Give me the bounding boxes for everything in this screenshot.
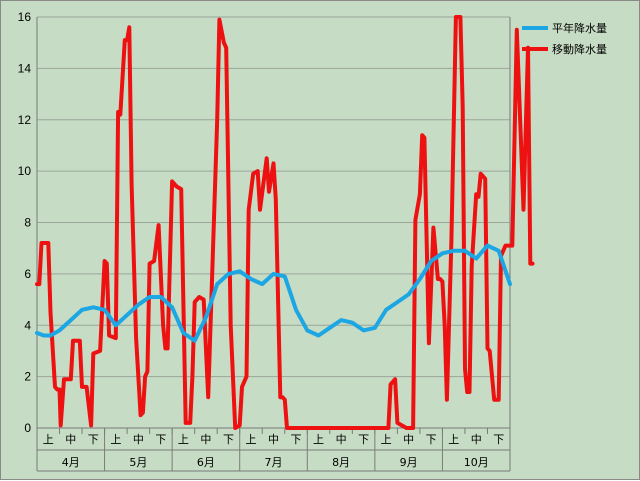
y-tick-label: 10 <box>18 164 32 178</box>
y-tick-label: 4 <box>24 318 31 332</box>
x-tick-label-period: 上 <box>43 433 54 446</box>
y-tick-label: 16 <box>18 10 32 24</box>
y-tick-label: 0 <box>24 421 31 435</box>
series-line-moving <box>35 15 535 430</box>
x-tick-label-period: 中 <box>336 433 347 446</box>
y-tick-label: 8 <box>24 216 31 230</box>
x-tick-label-period: 下 <box>426 433 437 446</box>
x-tick-label-period: 下 <box>493 433 504 446</box>
x-tick-label-period: 中 <box>268 433 279 446</box>
x-tick-label-period: 下 <box>291 433 302 446</box>
x-tick-label-period: 下 <box>88 433 99 446</box>
x-tick-label-period: 中 <box>65 433 76 446</box>
x-tick-label-month: 4月 <box>62 456 80 469</box>
axis-layer: 0246810121416上中下上中下上中下上中下上中下上中下上中下4月 5月 6月… <box>18 10 511 472</box>
x-tick-label-period: 中 <box>200 433 211 446</box>
x-tick-label-month: 5月 <box>129 456 147 469</box>
x-tick-label-month: 8月 <box>332 456 350 469</box>
x-tick-label-period: 上 <box>178 433 189 446</box>
legend-label-normal: 平年降水量 <box>552 21 607 35</box>
x-tick-label-month: 7月 <box>265 456 283 469</box>
x-tick-label-period: 下 <box>155 433 166 446</box>
series-line-normal <box>35 243 512 343</box>
x-tick-label-period: 中 <box>403 433 414 446</box>
legend-label-moving: 移動降水量 <box>552 42 607 56</box>
x-tick-label-period: 下 <box>223 433 234 446</box>
x-tick-label-period: 中 <box>471 433 482 446</box>
y-tick-label: 2 <box>24 370 31 384</box>
x-tick-label-period: 下 <box>358 433 369 446</box>
y-tick-label: 6 <box>24 267 31 281</box>
legend-item-moving: 移動降水量 <box>522 42 607 56</box>
x-tick-label-month: 10月 <box>464 456 489 469</box>
x-tick-label-period: 上 <box>110 433 121 446</box>
x-tick-label-period: 上 <box>381 433 392 446</box>
x-tick-label-period: 上 <box>448 433 459 446</box>
x-tick-label-period: 上 <box>245 433 256 446</box>
x-tick-label-period: 上 <box>313 433 324 446</box>
x-tick-label-month: 6月 <box>197 456 215 469</box>
x-tick-label-period: 中 <box>133 433 144 446</box>
series-layer <box>35 15 535 430</box>
legend: 平年降水量 移動降水量 <box>522 21 607 56</box>
y-tick-label: 12 <box>18 113 32 127</box>
grid-layer <box>37 16 510 429</box>
legend-item-normal: 平年降水量 <box>522 21 607 35</box>
x-tick-label-month: 9月 <box>400 456 418 469</box>
y-tick-label: 14 <box>18 61 32 75</box>
